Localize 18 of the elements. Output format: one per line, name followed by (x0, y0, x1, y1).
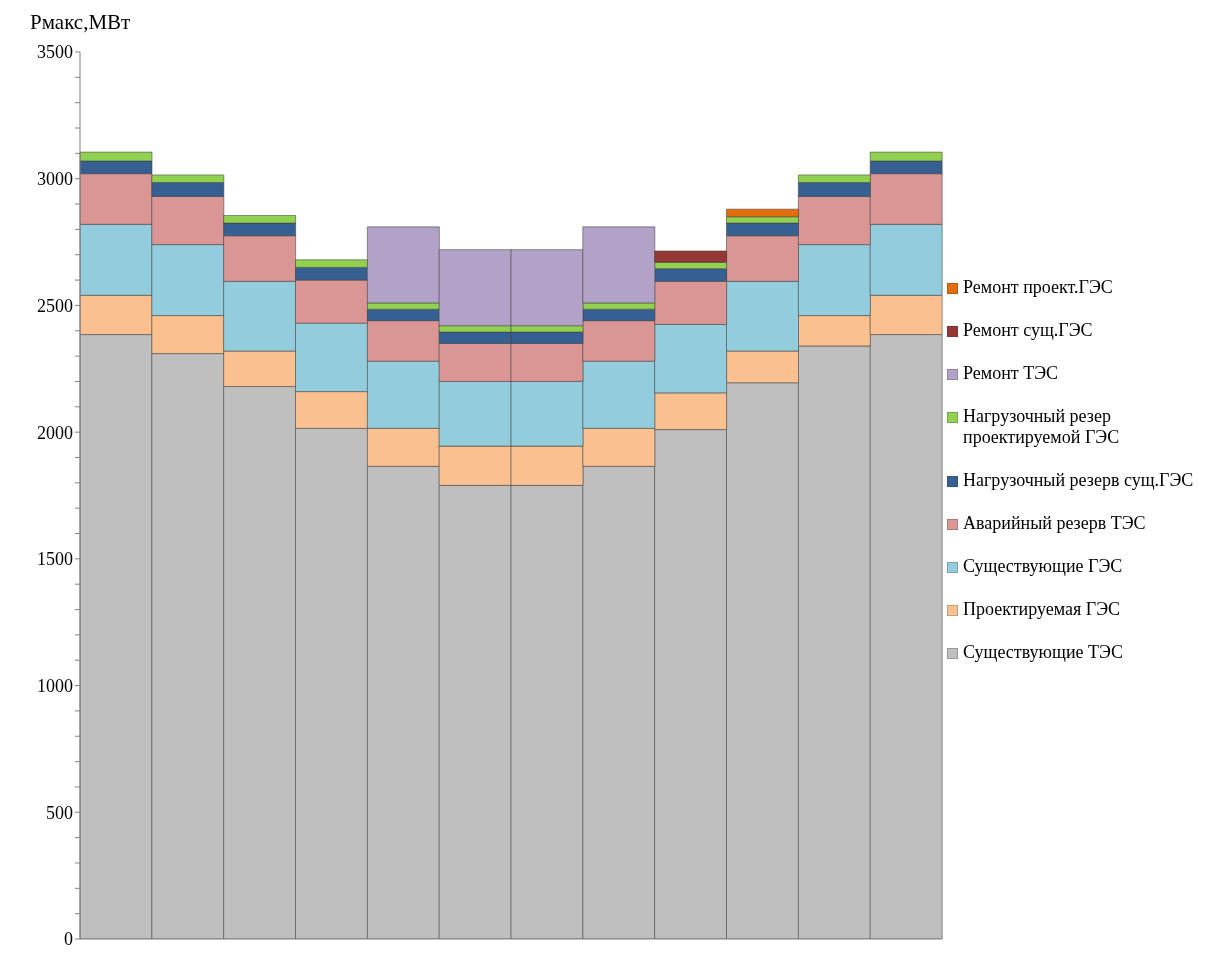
legend-label: Существующие ТЭС (963, 641, 1123, 663)
legend-label: Нагрузочный резерв сущ.ГЭС (963, 469, 1194, 491)
legend-label: Ремонт сущ.ГЭС (963, 319, 1093, 341)
y-tick-label: 500 (46, 802, 73, 823)
legend-label: Аварийный резерв ТЭС (963, 512, 1146, 534)
y-tick-label: 2000 (37, 422, 73, 443)
legend-label: Существующие ГЭС (963, 555, 1123, 577)
y-tick-label: 1000 (37, 675, 73, 696)
y-tick-label: 3000 (37, 169, 73, 190)
y-tick-label: 0 (64, 929, 73, 950)
legend-label: Ремонт ТЭС (963, 362, 1059, 384)
legend-label: Ремонт проект.ГЭС (963, 276, 1113, 298)
y-tick-label: 3500 (37, 42, 73, 63)
y-tick-label: 2500 (37, 295, 73, 316)
legend-label: Нагрузочный резер проектируемой ГЭС (963, 405, 1121, 448)
legend-label: Проектируемая ГЭС (963, 598, 1121, 620)
y-axis-title: Рмакс,МВт (30, 10, 131, 35)
y-tick-label: 1500 (37, 549, 73, 570)
